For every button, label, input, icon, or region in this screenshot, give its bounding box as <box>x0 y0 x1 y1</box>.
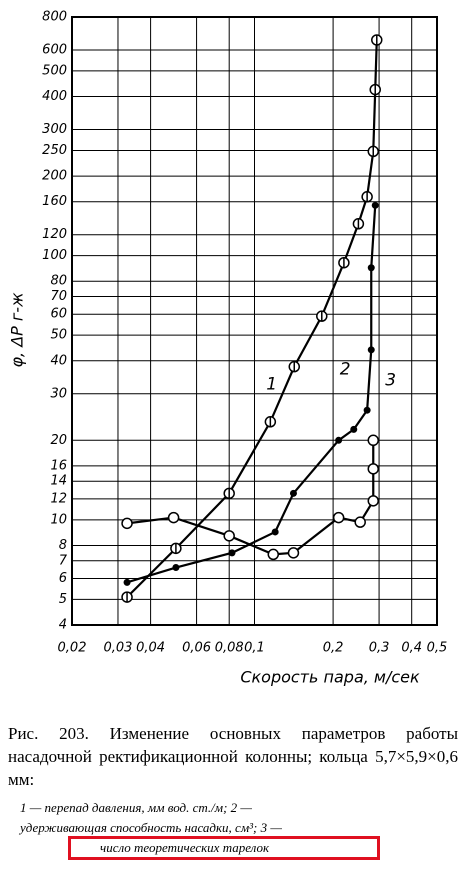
y-tick-label: 16 <box>50 458 67 473</box>
series-line <box>126 39 378 598</box>
highlight-box <box>68 836 380 860</box>
marker <box>367 495 380 507</box>
y-tick-label: 70 <box>50 289 67 304</box>
curve-label: 1 <box>266 375 277 395</box>
y-tick-label: 40 <box>50 353 67 368</box>
note: число теоретических тарелок <box>100 840 270 855</box>
marker <box>367 463 380 475</box>
plot-frame <box>71 16 438 626</box>
y-tick-label: 10 <box>50 512 67 527</box>
y-axis-label: φ, ΔP г-ж <box>8 292 27 368</box>
caption: Рис. 203. Изменение основных параметров … <box>8 724 458 789</box>
y-tick-label: 14 <box>50 474 67 489</box>
y-tick-label: 250 <box>42 143 67 158</box>
x-tick-label: 0,06 <box>182 641 211 656</box>
y-tick-label: 4 <box>59 618 67 633</box>
y-tick-label: 7 <box>59 553 68 568</box>
x-tick-label: 0,3 <box>369 641 390 656</box>
marker <box>335 436 343 444</box>
y-tick-label: 500 <box>42 63 67 78</box>
marker <box>289 489 297 497</box>
marker <box>172 564 180 572</box>
y-tick-label: 50 <box>50 328 67 343</box>
marker <box>367 346 375 354</box>
marker <box>287 547 300 559</box>
x-tick-label: 0,04 <box>136 641 165 656</box>
marker <box>223 530 235 542</box>
marker <box>354 516 366 528</box>
marker <box>332 511 345 524</box>
y-tick-label: 160 <box>42 194 67 209</box>
y-tick-label: 600 <box>42 43 67 58</box>
marker <box>267 548 280 561</box>
chart: φ, ΔP г-ж Скорость пара, м/сек 456781012… <box>8 10 448 687</box>
x-tick-label: 0,5 <box>427 641 448 656</box>
marker <box>350 425 358 433</box>
y-tick-label: 200 <box>42 169 67 184</box>
y-tick-label: 60 <box>50 307 67 322</box>
y-tick-label: 30 <box>50 386 67 401</box>
curve-label: 3 <box>385 370 396 390</box>
y-tick-label: 8 <box>59 538 67 553</box>
y-tick-label: 5 <box>59 592 67 607</box>
curve-label: 2 <box>340 359 351 379</box>
x-tick-label: 0,1 <box>244 641 265 656</box>
x-axis-label: Скорость пара, м/сек <box>240 668 420 687</box>
x-tick-label: 0,08 <box>215 641 244 656</box>
y-tick-label: 80 <box>50 274 67 289</box>
y-tick-label: 120 <box>42 227 67 242</box>
marker <box>367 434 380 447</box>
y-tick-label: 400 <box>42 89 67 104</box>
y-tick-label: 12 <box>50 491 67 506</box>
marker <box>228 549 236 557</box>
x-tick-label: 0,03 <box>104 641 133 656</box>
y-tick-label: 800 <box>42 10 67 25</box>
marker <box>271 528 279 536</box>
y-tick-label: 100 <box>42 248 67 263</box>
y-tick-label: 300 <box>42 122 67 137</box>
marker <box>167 511 180 524</box>
marker <box>363 406 371 414</box>
y-tick-label: 20 <box>50 433 67 448</box>
note: 1 — перепад давления, мм вод. ст./м; 2 — <box>20 800 252 815</box>
marker <box>121 517 133 530</box>
y-tick-label: 6 <box>59 571 67 586</box>
marker <box>123 578 131 586</box>
x-tick-label: 0,4 <box>401 641 422 656</box>
series-line <box>126 440 375 556</box>
x-tick-label: 0,2 <box>323 641 344 656</box>
marker <box>367 264 375 272</box>
note: удерживающая способность насадки, см³; 3… <box>20 820 282 835</box>
x-tick-label: 0,02 <box>58 641 87 656</box>
marker <box>371 201 379 209</box>
